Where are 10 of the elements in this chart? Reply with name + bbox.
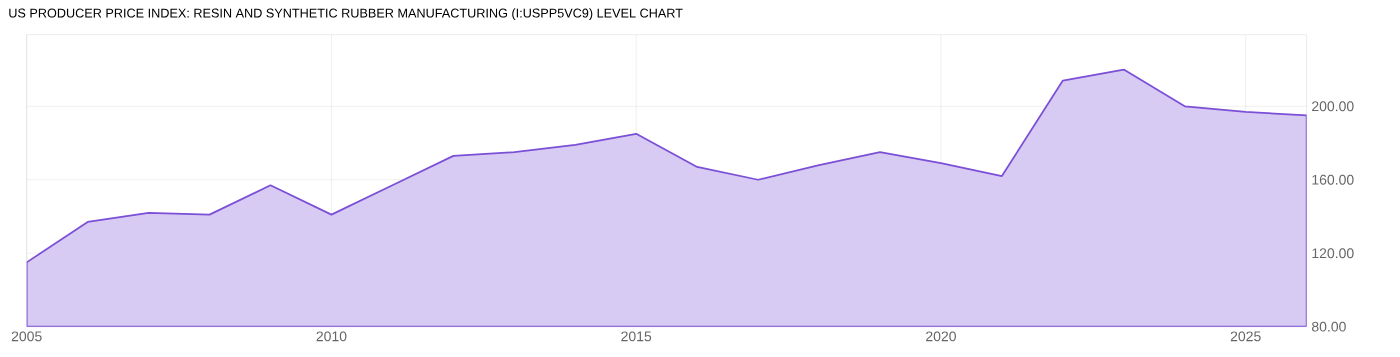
x-tick-label: 2020	[926, 331, 956, 342]
y-tick-label: 200.00	[1312, 101, 1354, 112]
x-tick-label: 2015	[621, 331, 652, 342]
x-tick-label: 2005	[11, 331, 42, 342]
y-tick-label: 120.00	[1312, 248, 1354, 259]
x-tick-label: 2010	[316, 331, 347, 342]
y-tick-label: 160.00	[1312, 174, 1354, 185]
x-tick-label: 2025	[1230, 331, 1261, 342]
chart-title: US PRODUCER PRICE INDEX: RESIN AND SYNTHETIC RUBBER MANUFACTURING (I:USPP5VC9) LEVEL CHART	[9, 8, 683, 21]
y-tick-label: 80.00	[1311, 321, 1346, 332]
